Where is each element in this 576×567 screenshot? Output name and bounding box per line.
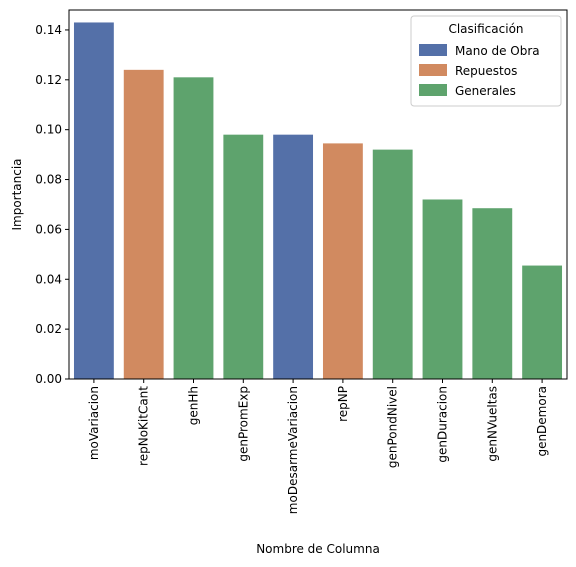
x-axis: moVariacion repNoKitCant genHh genPromExp mo… [87, 379, 549, 514]
x-tick-label: repNP [336, 386, 350, 422]
y-tick-label: 0.00 [35, 372, 62, 386]
legend-title: Clasificación [448, 22, 523, 36]
y-tick-label: 0.02 [35, 322, 62, 336]
legend-box [410, 15, 562, 107]
legend: Clasificación Mano de Obra Repuestos Gener… [410, 15, 562, 107]
x-tick-label: genHh [187, 386, 201, 425]
y-axis: 0.00 0.02 0.04 0.06 0.08 0.10 0.12 0.14 [35, 23, 69, 386]
legend-entry-label: Repuestos [455, 64, 517, 78]
x-tick-label: genNVueltas [485, 386, 499, 462]
bars-layer [73, 22, 563, 380]
x-tick-label: genPondNivel [386, 386, 400, 468]
x-tick-label: moVariacion [87, 386, 101, 460]
bar-genDuracion [422, 199, 463, 379]
bar-moVariacion [73, 22, 114, 379]
bar-repNoKitCant [123, 69, 164, 380]
x-axis-label: Nombre de Columna [256, 542, 380, 556]
legend-entries: Mano de Obra Repuestos Generales [419, 44, 540, 98]
bar-genNVueltas [472, 208, 513, 379]
bar-genPromExp [223, 134, 264, 379]
y-tick-label: 0.08 [35, 173, 62, 187]
legend-swatch [419, 44, 447, 56]
y-tick-label: 0.04 [35, 272, 62, 286]
x-tick-label: moDesarmeVariacion [286, 386, 300, 514]
legend-swatch [419, 64, 447, 76]
bar-repNP [322, 143, 363, 379]
x-tick-label: genPromExp [236, 386, 250, 462]
y-tick-label: 0.10 [35, 123, 62, 137]
y-tick-label: 0.14 [35, 23, 62, 37]
bar-moDesarmeVariacion [273, 134, 314, 379]
legend-entry-label: Mano de Obra [455, 44, 540, 58]
bar-genHh [173, 77, 214, 379]
bar-genPondNivel [372, 149, 413, 379]
y-tick-label: 0.06 [35, 222, 62, 236]
y-tick-label: 0.12 [35, 73, 62, 87]
legend-swatch [419, 84, 447, 96]
y-axis-label: Importancia [10, 158, 24, 230]
bar-genDemora [522, 265, 563, 379]
plot-area-frame [68, 9, 568, 380]
legend-entry-label: Generales [455, 84, 516, 98]
x-tick-label: genDuracion [436, 386, 450, 463]
x-tick-label: genDemora [535, 386, 549, 457]
x-tick-label: repNoKitCant [137, 386, 151, 466]
